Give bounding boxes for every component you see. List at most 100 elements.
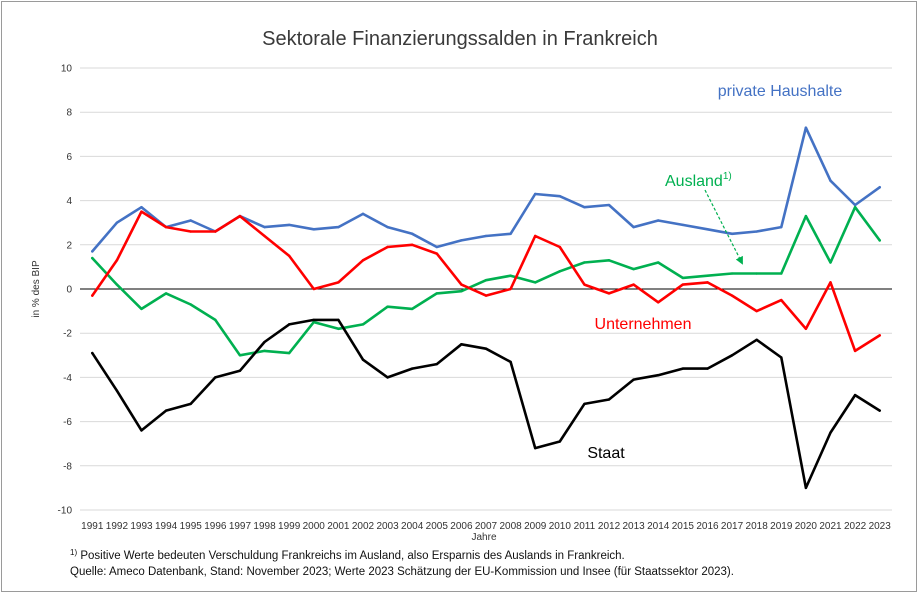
x-tick-label: 2019	[770, 521, 793, 532]
data-point-private-haushalte	[91, 250, 94, 253]
x-tick-label: 1997	[229, 521, 252, 532]
data-point-staat	[730, 354, 734, 357]
data-point-private-haushalte	[189, 219, 192, 222]
data-point-private-haushalte	[804, 126, 808, 129]
y-tick-labels: -10 -8 -6 -4 -2 0 2 4 6 8 10	[58, 64, 73, 517]
data-point-staat	[312, 318, 315, 322]
chart-title: Sektorale Finanzierungssalden in Frankre…	[262, 28, 658, 50]
data-point-unternehmen	[509, 287, 512, 291]
data-point-private-haushalte	[853, 203, 857, 207]
data-point-unternehmen	[287, 254, 291, 258]
data-point-staat	[435, 362, 438, 366]
data-point-private-haushalte	[263, 225, 266, 229]
data-point-ausland	[534, 281, 537, 284]
x-tick-label: 2009	[524, 521, 547, 532]
data-point-unternehmen	[804, 327, 808, 330]
y-tick-label: 0	[66, 285, 72, 296]
data-point-staat	[386, 376, 389, 379]
data-point-ausland	[214, 318, 217, 322]
data-point-staat	[755, 338, 758, 342]
x-tick-label: 1993	[130, 521, 153, 532]
data-point-staat	[681, 367, 685, 370]
x-tick-label: 2013	[623, 521, 646, 532]
x-tick-label: 2023	[869, 521, 892, 532]
data-point-staat	[410, 367, 414, 370]
data-point-unternehmen	[140, 210, 143, 213]
x-axis-label: Jahre	[471, 532, 496, 543]
x-tick-label: 2021	[819, 521, 842, 532]
data-point-unternehmen	[657, 301, 660, 304]
data-point-unternehmen	[312, 287, 315, 291]
data-point-unternehmen	[386, 245, 389, 249]
data-point-private-haushalte	[730, 232, 734, 235]
x-tick-label: 1999	[278, 521, 301, 532]
x-tick-labels: 1991 1992 1993 1994 1995 1996 1997 1998 1999 2000…	[81, 521, 891, 532]
y-tick-label: 4	[66, 196, 72, 207]
data-point-staat	[361, 358, 365, 361]
source-note: Quelle: Ameco Datenbank, Stand: November…	[70, 566, 734, 578]
data-point-staat	[263, 340, 266, 344]
series-label-unternehmen: Unternehmen	[595, 316, 692, 333]
data-point-private-haushalte	[312, 228, 315, 231]
data-point-ausland	[263, 349, 266, 353]
data-point-staat	[534, 446, 537, 450]
data-point-staat	[804, 486, 808, 490]
data-point-unternehmen	[238, 214, 242, 218]
series-line-private-haushalte	[91, 126, 882, 253]
data-point-staat	[140, 429, 143, 432]
data-point-unternehmen	[607, 292, 611, 295]
x-tick-label: 2022	[844, 521, 867, 532]
data-point-private-haushalte	[361, 212, 365, 216]
data-point-ausland	[435, 292, 438, 295]
data-point-private-haushalte	[460, 239, 463, 242]
x-tick-label: 2016	[696, 521, 719, 532]
data-point-private-haushalte	[386, 225, 389, 229]
data-point-staat	[829, 431, 832, 434]
data-point-staat	[115, 389, 119, 392]
data-point-staat	[583, 402, 586, 406]
gridlines	[80, 67, 892, 511]
data-point-unternehmen	[829, 281, 832, 284]
x-tick-label: 2010	[549, 521, 572, 532]
data-point-ausland	[287, 351, 291, 355]
data-point-private-haushalte	[681, 223, 685, 227]
data-point-private-haushalte	[435, 245, 438, 249]
data-point-ausland	[804, 214, 808, 218]
data-point-unternehmen	[853, 349, 857, 353]
data-point-private-haushalte	[115, 221, 119, 224]
series-label-ausland-superscript: 1)	[723, 171, 732, 182]
data-point-unternehmen	[410, 243, 414, 246]
data-point-unternehmen	[435, 252, 438, 255]
data-point-unternehmen	[706, 281, 709, 284]
data-point-staat	[238, 369, 242, 372]
ausland-pointer-arrow	[704, 189, 743, 265]
x-tick-label: 1992	[106, 521, 129, 532]
data-point-ausland	[91, 256, 94, 260]
data-point-private-haushalte	[140, 206, 143, 209]
y-tick-label: -4	[63, 373, 72, 384]
data-point-staat	[337, 318, 340, 322]
x-tick-label: 2002	[352, 521, 375, 532]
data-point-unternehmen	[780, 298, 783, 302]
data-point-unternehmen	[558, 245, 562, 249]
y-axis-label: in % des BIP	[31, 260, 42, 318]
data-point-private-haushalte	[780, 225, 783, 229]
data-point-unternehmen	[214, 230, 217, 233]
x-tick-label: 2020	[795, 521, 818, 532]
data-point-ausland	[780, 272, 783, 275]
y-tick-label: -6	[63, 417, 72, 428]
data-point-unternehmen	[755, 309, 758, 313]
data-point-private-haushalte	[558, 194, 562, 198]
data-point-staat	[780, 356, 783, 359]
data-point-ausland	[829, 261, 832, 264]
data-point-private-haushalte	[632, 225, 635, 229]
series-label-ausland: Ausland	[665, 173, 723, 190]
data-point-unternehmen	[460, 283, 463, 286]
data-point-ausland	[681, 276, 685, 280]
data-point-private-haushalte	[607, 203, 611, 207]
data-point-ausland	[509, 274, 512, 277]
data-point-ausland	[657, 261, 660, 264]
x-tick-label: 2004	[401, 521, 424, 532]
y-tick-label: 10	[61, 64, 73, 75]
